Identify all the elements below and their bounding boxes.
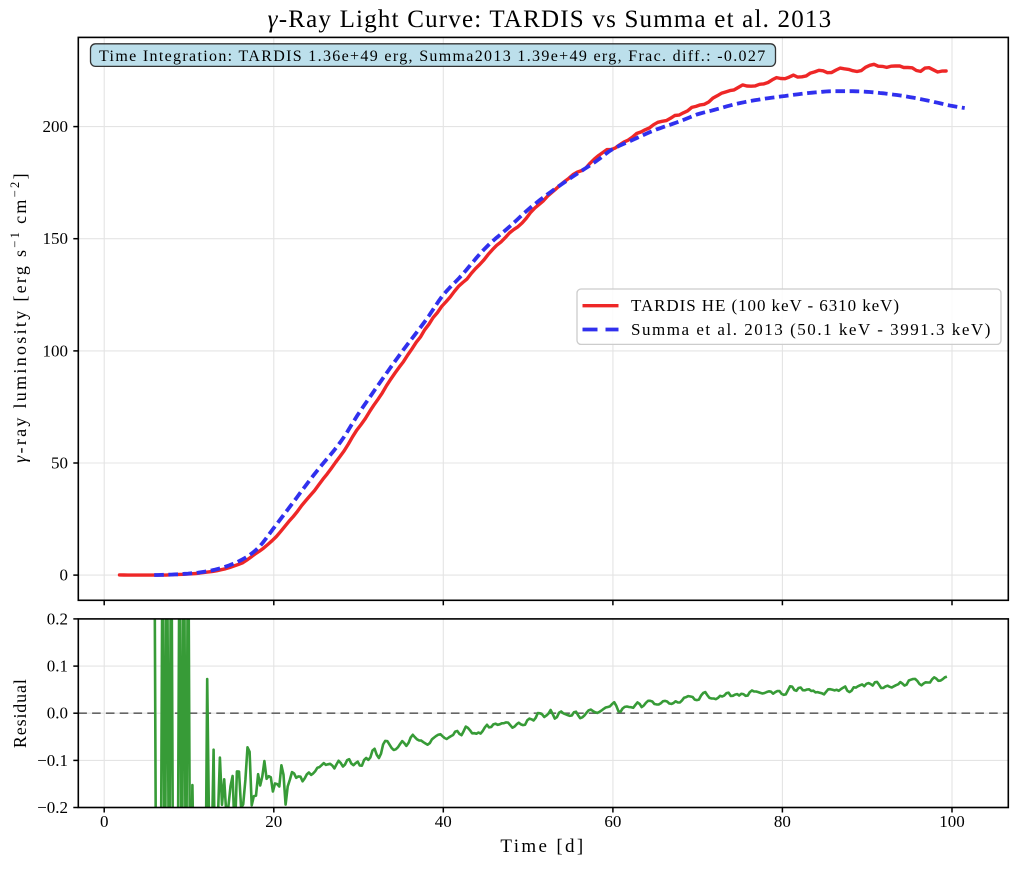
- svg-text:Time [d]: Time [d]: [500, 836, 585, 857]
- svg-text:200: 200: [43, 117, 69, 136]
- svg-text:60: 60: [604, 812, 621, 831]
- svg-text:80: 80: [774, 812, 791, 831]
- svg-text:0: 0: [100, 812, 109, 831]
- svg-text:100: 100: [43, 341, 69, 360]
- svg-text:γ-Ray Light Curve: TARDIS vs S: γ-Ray Light Curve: TARDIS vs Summa et al…: [268, 6, 833, 33]
- svg-text:TARDIS HE (100 keV - 6310 keV): TARDIS HE (100 keV - 6310 keV): [631, 296, 900, 315]
- svg-text:0.0: 0.0: [47, 704, 68, 723]
- svg-text:20: 20: [265, 812, 282, 831]
- svg-text:100: 100: [939, 812, 965, 831]
- svg-text:Summa et al. 2013 (50.1 keV -: Summa et al. 2013 (50.1 keV - 3991.3 keV…: [631, 320, 992, 339]
- svg-text:40: 40: [435, 812, 452, 831]
- svg-text:0.1: 0.1: [47, 657, 68, 676]
- svg-text:Time Integration: TARDIS 1.36e: Time Integration: TARDIS 1.36e+49 erg, S…: [99, 48, 767, 65]
- svg-text:150: 150: [43, 229, 69, 248]
- svg-text:−0.1: −0.1: [37, 751, 68, 770]
- svg-text:0: 0: [60, 566, 69, 585]
- svg-text:γ-ray luminosity [erg s−1 cm−2: γ-ray luminosity [erg s−1 cm−2]: [8, 171, 30, 463]
- svg-text:0.2: 0.2: [47, 609, 68, 628]
- svg-text:50: 50: [51, 454, 68, 473]
- svg-text:−0.2: −0.2: [37, 798, 68, 817]
- svg-text:Residual: Residual: [10, 678, 30, 748]
